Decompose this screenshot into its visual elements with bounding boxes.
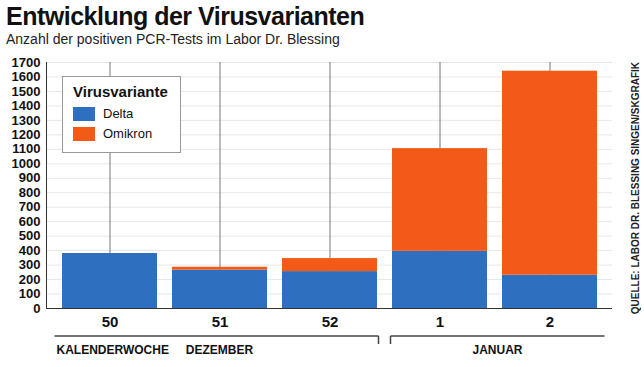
html-text:QUELLE: LABOR DR. BLESSING SIN: QUELLE: LABOR DR. BLESSING SINGEN/SKGRAF… <box>630 62 641 315</box>
svg-text:51: 51 <box>212 313 229 330</box>
svg-text:700: 700 <box>19 199 41 214</box>
svg-text:1100: 1100 <box>12 141 40 156</box>
html-text:Entwicklung der Virusvarianten: Entwicklung der Virusvarianten <box>6 2 365 30</box>
svg-text:0: 0 <box>33 301 40 316</box>
svg-text:1500: 1500 <box>12 84 41 99</box>
svg-text:500: 500 <box>19 228 41 243</box>
svg-text:DEZEMBER: DEZEMBER <box>186 343 254 357</box>
svg-text:300: 300 <box>19 257 41 272</box>
svg-text:100: 100 <box>19 286 41 301</box>
html-text:Delta: Delta <box>103 106 134 121</box>
svg-text:600: 600 <box>19 214 41 229</box>
svg-text:2: 2 <box>546 313 554 330</box>
html-text:Omikron: Omikron <box>103 126 153 141</box>
html-text:Virusvariante: Virusvariante <box>73 83 168 100</box>
svg-text:1200: 1200 <box>12 127 41 142</box>
svg-text:JANUAR: JANUAR <box>472 343 522 357</box>
svg-text:KALENDERWOCHE: KALENDERWOCHE <box>57 343 169 357</box>
svg-text:1300: 1300 <box>12 113 41 128</box>
svg-text:800: 800 <box>19 185 41 200</box>
html-text:Anzahl der positiven PCR-Tests: Anzahl der positiven PCR-Tests im Labor … <box>6 31 340 47</box>
svg-text:50: 50 <box>102 313 119 330</box>
svg-text:1400: 1400 <box>12 98 41 113</box>
svg-text:52: 52 <box>322 313 339 330</box>
svg-text:1000: 1000 <box>12 156 41 171</box>
svg-text:200: 200 <box>19 272 41 287</box>
svg-text:1: 1 <box>436 313 444 330</box>
svg-text:1600: 1600 <box>12 69 41 84</box>
svg-text:400: 400 <box>19 243 41 258</box>
svg-text:1700: 1700 <box>12 55 41 70</box>
svg-text:900: 900 <box>19 170 41 185</box>
